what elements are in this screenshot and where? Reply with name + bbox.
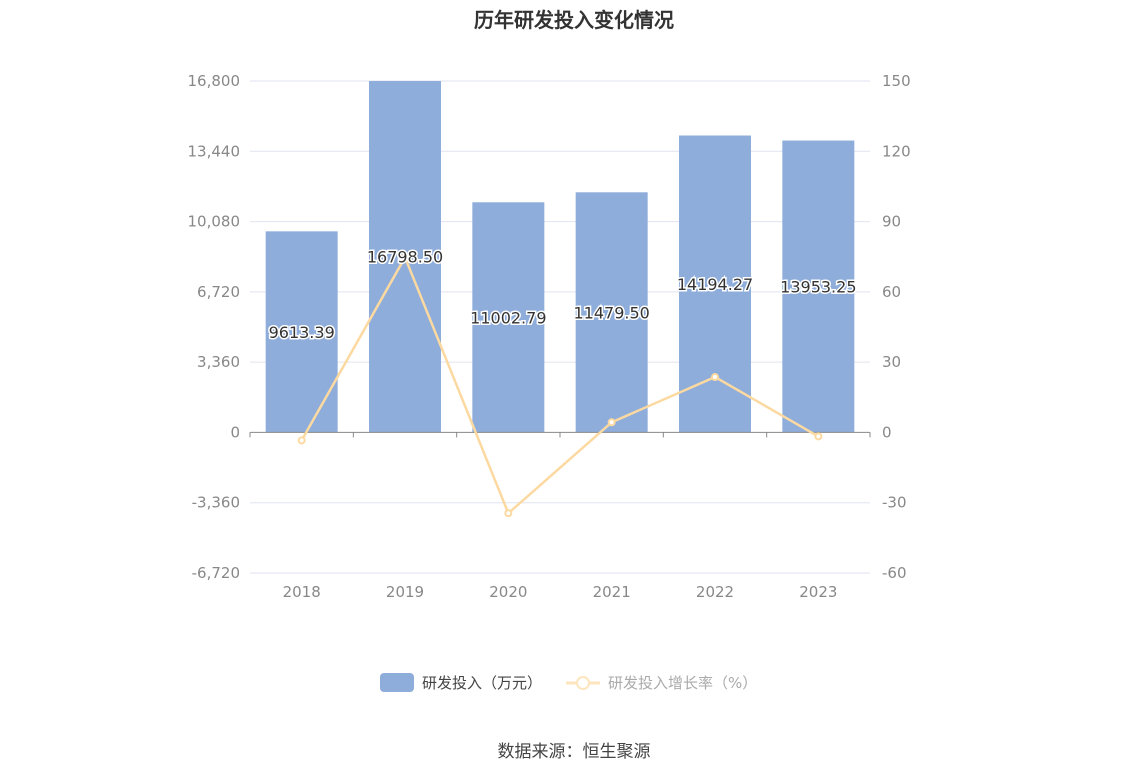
right-tick-label: -60 [882,564,907,582]
x-tick-label: 2020 [489,583,527,601]
x-tick-label: 2022 [696,583,734,601]
x-tick-label: 2019 [386,583,424,601]
chart-title: 历年研发投入变化情况 [474,8,674,32]
growth-point [297,436,306,445]
legend-item-bar[interactable]: 研发投入（万元） [380,672,542,693]
right-tick-label: 120 [882,142,911,160]
growth-point [711,373,719,382]
bar-value-label: 16798.50 [367,248,443,267]
growth-point [814,432,823,441]
growth-point [504,509,513,518]
right-tick-label: 0 [882,423,892,441]
left-tick-label: -6,720 [192,564,240,582]
legend-item-line[interactable]: 研发投入增长率（%） [566,672,757,693]
bar-value-label: 11479.50 [573,303,649,322]
x-tick-label: 2021 [593,583,631,601]
growth-point [607,418,616,427]
data-source: 数据来源：恒生聚源 [497,742,651,762]
bar [472,202,545,433]
x-tick-label: 2023 [799,583,837,601]
left-tick-label: 3,360 [197,353,240,371]
growth-point [401,253,409,262]
bar [679,135,751,433]
left-tick-label: 0 [230,423,240,441]
right-tick-label: -30 [882,494,907,512]
left-tick-label: 10,080 [188,213,241,231]
bar [575,192,648,433]
legend-line-label: 研发投入增长率（%） [608,674,758,692]
right-tick-label: 150 [882,72,911,90]
legend-line-swatch [566,675,600,690]
bar-value-label: 14194.27 [677,275,753,294]
left-tick-label: 13,440 [188,142,241,160]
bar-value-label: 9613.39 [269,323,335,342]
left-tick-label: -3,360 [192,494,240,512]
growth-line [300,254,819,516]
left-tick-label: 16,800 [188,72,241,90]
legend-bar-swatch [380,673,414,692]
legend-bar-label: 研发投入（万元） [422,674,543,692]
right-tick-label: 60 [882,283,901,301]
bar [782,140,855,433]
bar-value-label: 13953.25 [780,277,856,296]
bar-value-label: 11002.79 [470,308,546,327]
right-tick-label: 30 [882,353,901,371]
left-tick-label: 6,720 [197,283,240,301]
x-tick-label: 2018 [283,583,321,601]
right-tick-label: 90 [882,213,901,231]
